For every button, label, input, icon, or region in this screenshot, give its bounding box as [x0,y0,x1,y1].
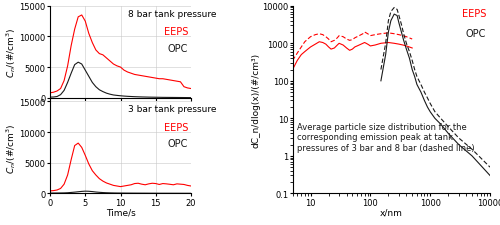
Text: EEPS: EEPS [164,27,188,37]
Text: OPC: OPC [466,29,486,39]
Text: OPC: OPC [168,43,188,53]
Text: 8 bar tank pressure: 8 bar tank pressure [128,9,216,18]
X-axis label: Time/s: Time/s [106,208,136,217]
Text: OPC: OPC [168,139,188,148]
Text: 3 bar tank pressure: 3 bar tank pressure [128,105,216,114]
Text: EEPS: EEPS [462,9,486,19]
Y-axis label: dC_n/dlog(x)/(#/cm³): dC_n/dlog(x)/(#/cm³) [252,53,261,147]
Y-axis label: $C_n$/(#/cm$^3$): $C_n$/(#/cm$^3$) [4,27,18,78]
Y-axis label: $C_n$/(#/cm$^3$): $C_n$/(#/cm$^3$) [4,123,18,173]
Text: Average particle size distribution for the
corresponding emission peak at tank
p: Average particle size distribution for t… [296,123,474,152]
X-axis label: x/nm: x/nm [380,208,402,217]
Text: EEPS: EEPS [164,122,188,132]
